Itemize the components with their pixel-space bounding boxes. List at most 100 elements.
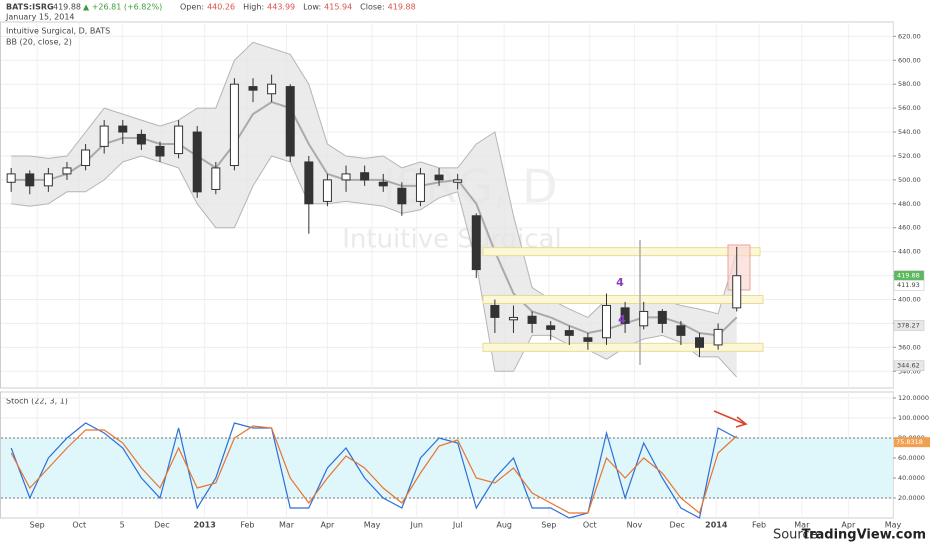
price-label: 344.62 [897,362,920,370]
candle-body [248,86,258,91]
y-tick-label: 20.0000 [898,494,925,502]
candle-body [657,310,667,324]
candle-body [415,173,425,202]
y-tick-label: 500.00 [898,176,921,184]
candle-body [285,86,295,157]
x-tick-label: Jun [409,521,423,530]
candle-body [508,316,518,321]
annotation: 4 [618,313,626,326]
stoch-line [10,422,737,519]
candle-body [601,304,611,339]
arrow [713,410,748,428]
candle-body [546,325,556,330]
x-tick-label: Mar [279,521,295,530]
panel-title: Stoch (22, 3, 1) [6,397,68,406]
x-tick-label: Dec [669,521,684,530]
candle-body [192,131,202,193]
last-price: 419.88 [53,3,81,12]
x-tick-label: Dec [154,521,169,530]
candle-body [713,328,723,346]
price-label: 378.27 [897,321,920,329]
x-tick-label: 2013 [194,521,216,530]
candle-body [620,307,630,324]
x-tick-label: May [364,521,381,530]
field-label: Open: [180,3,204,12]
symbol: BATS:ISRG [6,3,54,12]
price-change: ▲ +26.81 (+6.82%) [83,3,162,12]
candle-body [155,145,165,157]
field-label: Low: [303,3,321,12]
price-label: 411.93 [897,281,920,289]
y-tick-label: 60.0000 [898,454,925,462]
y-tick-label: 460.00 [898,224,921,232]
candle-body [174,125,184,155]
x-tick-label: 2014 [705,521,728,530]
field-label: Close: [360,3,385,12]
candle-body [62,167,72,175]
candle-body [527,315,537,324]
y-tick-label: 400.00 [898,295,921,303]
candle-body [118,125,128,133]
candle-body [471,215,481,271]
candle-body [397,187,407,205]
field-value: 440.26 [207,3,235,12]
stoch-line [10,425,738,515]
candle-body [81,149,91,167]
x-tick-label: Feb [752,521,766,530]
source-prefix: Source: [773,528,822,543]
field-value: 419.88 [388,3,416,12]
x-tick-label: Sep [541,521,556,530]
candle-body [434,174,444,181]
y-tick-label: 100.0000 [898,414,929,422]
candle-body [583,337,593,342]
field-label: High: [243,3,264,12]
x-tick-label: Jul [452,521,463,530]
y-tick-label: 360.00 [898,343,921,351]
x-tick-label: Sep [30,521,45,530]
source-site: TradingView.com [802,528,926,543]
candle-body [229,83,239,167]
price-label-box [893,360,925,371]
y-tick-label: 480.00 [898,200,921,208]
stoch-band [1,438,893,498]
candle-body [639,310,649,327]
x-tick-label: Oct [583,521,597,530]
bb-fill [11,42,737,378]
x-tick-label: Apr [841,521,856,530]
price-label-box [893,279,925,291]
y-tick-label: 560.00 [898,104,921,112]
candle-body [360,172,370,181]
y-tick-label: 620.00 [898,32,921,40]
candle-body [695,337,705,348]
x-tick-label: Feb [240,521,254,530]
candle-body [99,125,109,147]
field-value: 415.94 [324,3,352,12]
x-tick-label: May [885,521,902,530]
x-tick-label: Mar [794,521,810,530]
price-label: 419.88 [897,272,920,280]
x-tick-label: Aug [496,521,512,530]
candle-body [341,173,351,181]
annotation: 4 [616,276,624,289]
x-tick-label: Oct [72,521,86,530]
date: January 15, 2014 [5,13,75,22]
price-label-box [893,320,925,331]
candle-body [378,181,388,187]
field-value: 443.99 [267,3,295,12]
x-tick-label: Nov [627,521,643,530]
y-tick-label: 600.00 [898,56,921,64]
candle-body [676,325,686,336]
candle-body [304,161,314,205]
panel-title: Intuitive Surgical, D, BATS [6,27,110,36]
y-tick-label: 520.00 [898,152,921,160]
zone [482,247,761,257]
candle-body [490,304,500,318]
candle-body [564,330,574,336]
candle-body [25,173,35,187]
candle-body [453,179,463,183]
candle-body [732,275,742,309]
candle-body [211,167,221,190]
candle-body [322,179,332,202]
candle-body [136,133,146,145]
